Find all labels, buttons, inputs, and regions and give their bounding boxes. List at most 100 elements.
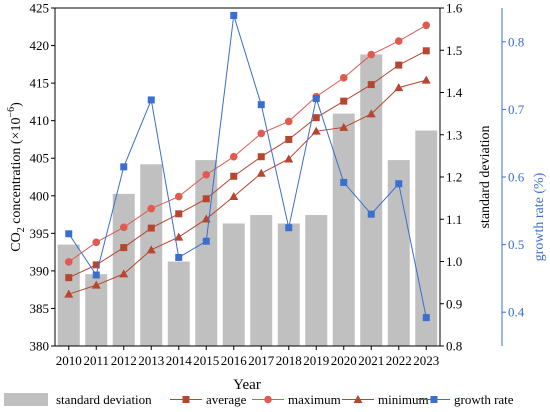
legend-marker-average xyxy=(182,396,190,403)
left-axis-title: CO2 concentration (×10−6) xyxy=(6,102,27,252)
bar-2019 xyxy=(305,215,328,346)
x-tick-label-2015: 2015 xyxy=(193,353,219,368)
average-point-2015 xyxy=(202,195,210,203)
growth-rate-point-2021 xyxy=(367,210,375,218)
bar-2014 xyxy=(167,261,190,346)
bar-2017 xyxy=(250,215,273,346)
average-point-2012 xyxy=(120,244,128,252)
left-tick-label-395: 395 xyxy=(30,226,50,241)
average-point-2013 xyxy=(147,224,155,232)
growth-rate-point-2012 xyxy=(120,163,128,171)
growth-rate-point-2018 xyxy=(285,224,293,232)
legend: standard deviation average maximum minimum g… xyxy=(4,392,514,407)
left-tick-label-400: 400 xyxy=(30,188,50,203)
growth-rate-point-2016 xyxy=(230,11,238,19)
left-tick-label-410: 410 xyxy=(30,113,50,128)
x-tick-label-2011: 2011 xyxy=(83,353,109,368)
legend-label-average: average xyxy=(206,392,247,407)
minimum-point-2016 xyxy=(229,192,239,201)
maximum-point-2023 xyxy=(422,21,431,30)
minimum-point-2013 xyxy=(146,245,156,254)
bar-2013 xyxy=(140,164,163,346)
right-tick-label-1.6: 1.6 xyxy=(446,1,463,16)
minimum-point-2019 xyxy=(311,126,321,135)
minimum-point-2014 xyxy=(174,232,184,241)
maximum-point-2013 xyxy=(147,204,156,213)
minimum-point-2011 xyxy=(91,280,101,289)
growth-rate-point-2023 xyxy=(422,314,430,322)
average-point-2021 xyxy=(367,81,375,89)
x-axis-title: Year xyxy=(233,377,261,393)
growth-tick-label-0.4: 0.4 xyxy=(508,305,525,320)
maximum-point-2022 xyxy=(394,37,403,45)
right-axis-title: standard deviation xyxy=(478,125,493,228)
x-tick-label-2020: 2020 xyxy=(331,353,357,368)
bar-2011 xyxy=(85,274,108,346)
bar-group xyxy=(57,54,438,346)
bar-2015 xyxy=(195,160,218,346)
left-tick-label-415: 415 xyxy=(30,76,50,91)
x-tick-label-2012: 2012 xyxy=(111,353,137,368)
growth-rate-point-2017 xyxy=(257,101,265,109)
bar-2018 xyxy=(277,223,300,346)
growth-axis-title: growth rate (%) xyxy=(532,172,547,261)
maximum-point-2017 xyxy=(257,129,266,138)
bar-2023 xyxy=(415,130,438,346)
minimum-point-2021 xyxy=(366,109,376,118)
x-tick-label-2021: 2021 xyxy=(358,353,384,368)
x-tick-label-2013: 2013 xyxy=(138,353,164,368)
right-tick-label-1.5: 1.5 xyxy=(446,43,462,58)
right-tick-label-0.8: 0.8 xyxy=(446,339,462,354)
average-point-2016 xyxy=(230,172,238,180)
legend-marker-minimum xyxy=(353,395,363,403)
maximum-point-2012 xyxy=(119,223,128,232)
minimum-point-2023 xyxy=(421,75,431,84)
average-point-2010 xyxy=(65,274,73,282)
legend-swatch-standard-deviation xyxy=(4,393,48,406)
average-point-2018 xyxy=(285,135,293,143)
legend-marker-growth-rate xyxy=(430,396,438,403)
growth-rate-point-2015 xyxy=(202,237,210,245)
growth-rate-point-2013 xyxy=(147,96,155,104)
minimum-point-2010 xyxy=(64,289,74,298)
maximum-point-2015 xyxy=(202,170,211,179)
maximum-point-2018 xyxy=(284,117,293,126)
left-tick-label-380: 380 xyxy=(30,339,50,354)
legend-label-standard-deviation: standard deviation xyxy=(56,392,152,407)
average-point-2017 xyxy=(257,153,265,161)
minimum-point-2017 xyxy=(256,168,266,177)
x-tick-label-2010: 2010 xyxy=(56,353,82,368)
minimum-point-2022 xyxy=(394,83,404,92)
x-tick-label-2014: 2014 xyxy=(166,353,193,368)
growth-rate-point-2020 xyxy=(340,178,348,186)
bar-2021 xyxy=(360,54,383,346)
legend-label-minimum: minimum xyxy=(378,392,429,407)
maximum-point-2020 xyxy=(339,74,348,82)
growth-tick-label-0.8: 0.8 xyxy=(508,34,524,49)
axes-group: 2010 2011 2012 2013 2014 2015 2016 2017 2018 2019… xyxy=(30,1,525,369)
average-point-2022 xyxy=(395,61,403,69)
minimum-point-2020 xyxy=(339,122,349,131)
right-tick-label-1.0: 1.0 xyxy=(446,254,462,269)
maximum-point-2014 xyxy=(174,192,183,201)
maximum-point-2011 xyxy=(92,238,101,247)
left-tick-label-390: 390 xyxy=(30,263,50,278)
right-tick-label-1.1: 1.1 xyxy=(446,212,462,227)
minimum-line xyxy=(68,79,427,295)
line-group xyxy=(64,11,431,322)
growth-rate-point-2010 xyxy=(65,230,73,238)
minimum-point-2018 xyxy=(284,154,294,163)
x-tick-label-2017: 2017 xyxy=(248,353,275,368)
x-tick-label-2016: 2016 xyxy=(221,353,248,368)
growth-tick-label-0.5: 0.5 xyxy=(508,237,524,252)
minimum-point-2012 xyxy=(119,269,129,278)
maximum-point-2010 xyxy=(64,258,73,266)
x-tick-label-2019: 2019 xyxy=(303,353,329,368)
average-point-2019 xyxy=(312,114,320,122)
growth-tick-label-0.7: 0.7 xyxy=(508,102,525,117)
bar-2022 xyxy=(387,160,410,346)
bar-2020 xyxy=(332,113,355,346)
average-point-2023 xyxy=(422,47,430,55)
